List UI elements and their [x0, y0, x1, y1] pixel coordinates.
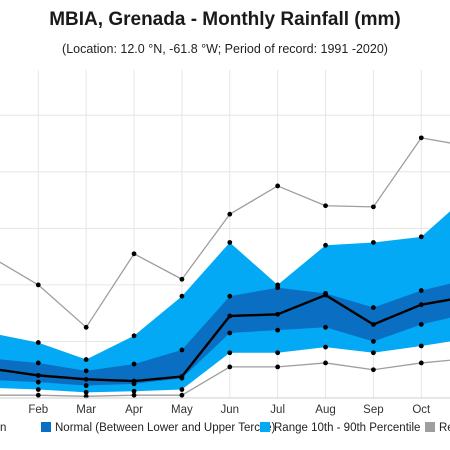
- lower_tercile-point: [179, 375, 185, 381]
- p10-point: [179, 387, 185, 392]
- legend-label-median-line: n: [0, 422, 6, 434]
- record_max-point: [275, 183, 281, 189]
- median-point: [275, 311, 281, 317]
- p10-point: [35, 387, 41, 392]
- p10-point: [418, 343, 424, 349]
- record_min-point: [35, 392, 41, 398]
- record_max-point: [227, 211, 233, 217]
- lower_tercile-point: [83, 383, 89, 388]
- upper_tercile-point: [275, 285, 281, 291]
- upper_tercile-point: [371, 305, 376, 310]
- x-tick-label: Jul: [270, 404, 285, 416]
- median-point: [371, 322, 376, 327]
- median-point: [323, 292, 328, 298]
- p10-point: [83, 389, 89, 395]
- record_min-point: [323, 360, 328, 366]
- p90-point: [371, 240, 376, 245]
- upper_tercile-point: [179, 347, 185, 353]
- p90-point: [323, 242, 328, 248]
- chart-subtitle: (Location: 12.0 °N, -61.8 °W; Period of …: [62, 42, 388, 56]
- x-tick-label: May: [171, 404, 193, 416]
- record_min-point: [418, 360, 424, 366]
- record_min-point: [131, 392, 137, 398]
- p90-point: [83, 357, 89, 362]
- legend: n Normal (Between Lower and Upper Tercile…: [0, 422, 450, 434]
- legend-label-normal: Normal (Between Lower and Upper Tercile): [55, 422, 275, 434]
- p10-point: [275, 350, 281, 356]
- upper_tercile-point: [35, 360, 41, 366]
- upper_tercile-point: [83, 368, 89, 374]
- lower_tercile-point: [35, 379, 41, 385]
- legend-label-record: Re: [439, 422, 450, 434]
- lower_tercile-point: [275, 327, 281, 333]
- upper_tercile-point: [418, 288, 424, 293]
- record_max-point: [371, 204, 376, 210]
- record_min-point: [371, 367, 376, 373]
- p90-point: [418, 234, 424, 240]
- upper_tercile-point: [227, 293, 233, 299]
- record_max-point: [418, 135, 424, 141]
- chart-title: MBIA, Grenada - Monthly Rainfall (mm): [49, 9, 401, 30]
- record_min-point: [227, 364, 233, 370]
- p90-point: [131, 333, 137, 339]
- record_max-point: [35, 282, 41, 288]
- legend-swatch-record: [425, 422, 435, 432]
- legend-label-range: Range 10th - 90th Percentile: [274, 422, 420, 434]
- x-tick-label: Apr: [125, 404, 143, 416]
- bands: [0, 211, 450, 393]
- x-tick-label: Aug: [315, 404, 335, 416]
- lower_tercile-point: [227, 330, 233, 336]
- lower_tercile-point: [131, 381, 137, 387]
- p90-point: [227, 240, 233, 245]
- x-tick-label: Feb: [28, 404, 48, 416]
- legend-swatch-normal: [41, 422, 51, 432]
- p10-point: [323, 344, 328, 350]
- median-point: [35, 372, 41, 378]
- x-tick-label: Oct: [412, 404, 431, 416]
- x-tick-label: Mar: [76, 404, 96, 416]
- normal-tercile-band: [0, 283, 450, 386]
- p90-point: [35, 340, 41, 345]
- record_max-point: [323, 203, 328, 209]
- lower_tercile-point: [371, 339, 376, 344]
- x-tick-label: Jun: [221, 404, 240, 416]
- p90-point: [179, 293, 185, 299]
- legend-swatch-range: [260, 422, 270, 432]
- lower_tercile-point: [418, 322, 424, 327]
- upper_tercile-point: [131, 361, 137, 367]
- record_min-point: [275, 364, 281, 370]
- x-tick-label: Sep: [363, 404, 383, 416]
- x-axis: Feb Mar Apr May Jun Jul Aug Sep Oct: [0, 397, 450, 416]
- record_max-point: [83, 324, 89, 330]
- record_max-point: [131, 251, 137, 257]
- median-point: [418, 302, 424, 308]
- record_max-point: [179, 276, 185, 282]
- p10-point: [227, 350, 233, 356]
- points: [35, 135, 424, 399]
- lower_tercile-point: [323, 324, 328, 330]
- median-point: [227, 313, 233, 319]
- p10-point: [131, 388, 137, 394]
- median-point: [83, 376, 89, 382]
- record_min-point: [179, 392, 185, 398]
- p10-point: [371, 350, 376, 356]
